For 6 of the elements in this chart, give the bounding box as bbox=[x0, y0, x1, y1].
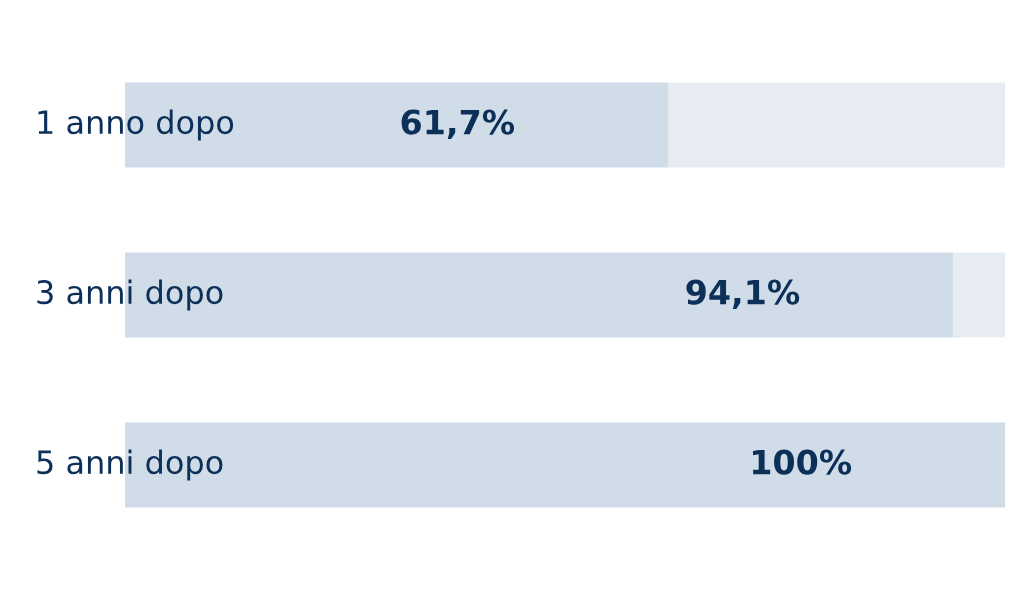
y-tick-label: 5 anni dopo bbox=[37, 449, 223, 481]
data-label: 61,7% bbox=[401, 109, 515, 139]
y-tick-label: 1 anno dopo bbox=[38, 109, 234, 141]
data-label: 94,1% bbox=[686, 279, 800, 309]
data-label: 100% bbox=[753, 449, 852, 475]
y-tick-label: 3 anni dopo bbox=[37, 279, 223, 311]
